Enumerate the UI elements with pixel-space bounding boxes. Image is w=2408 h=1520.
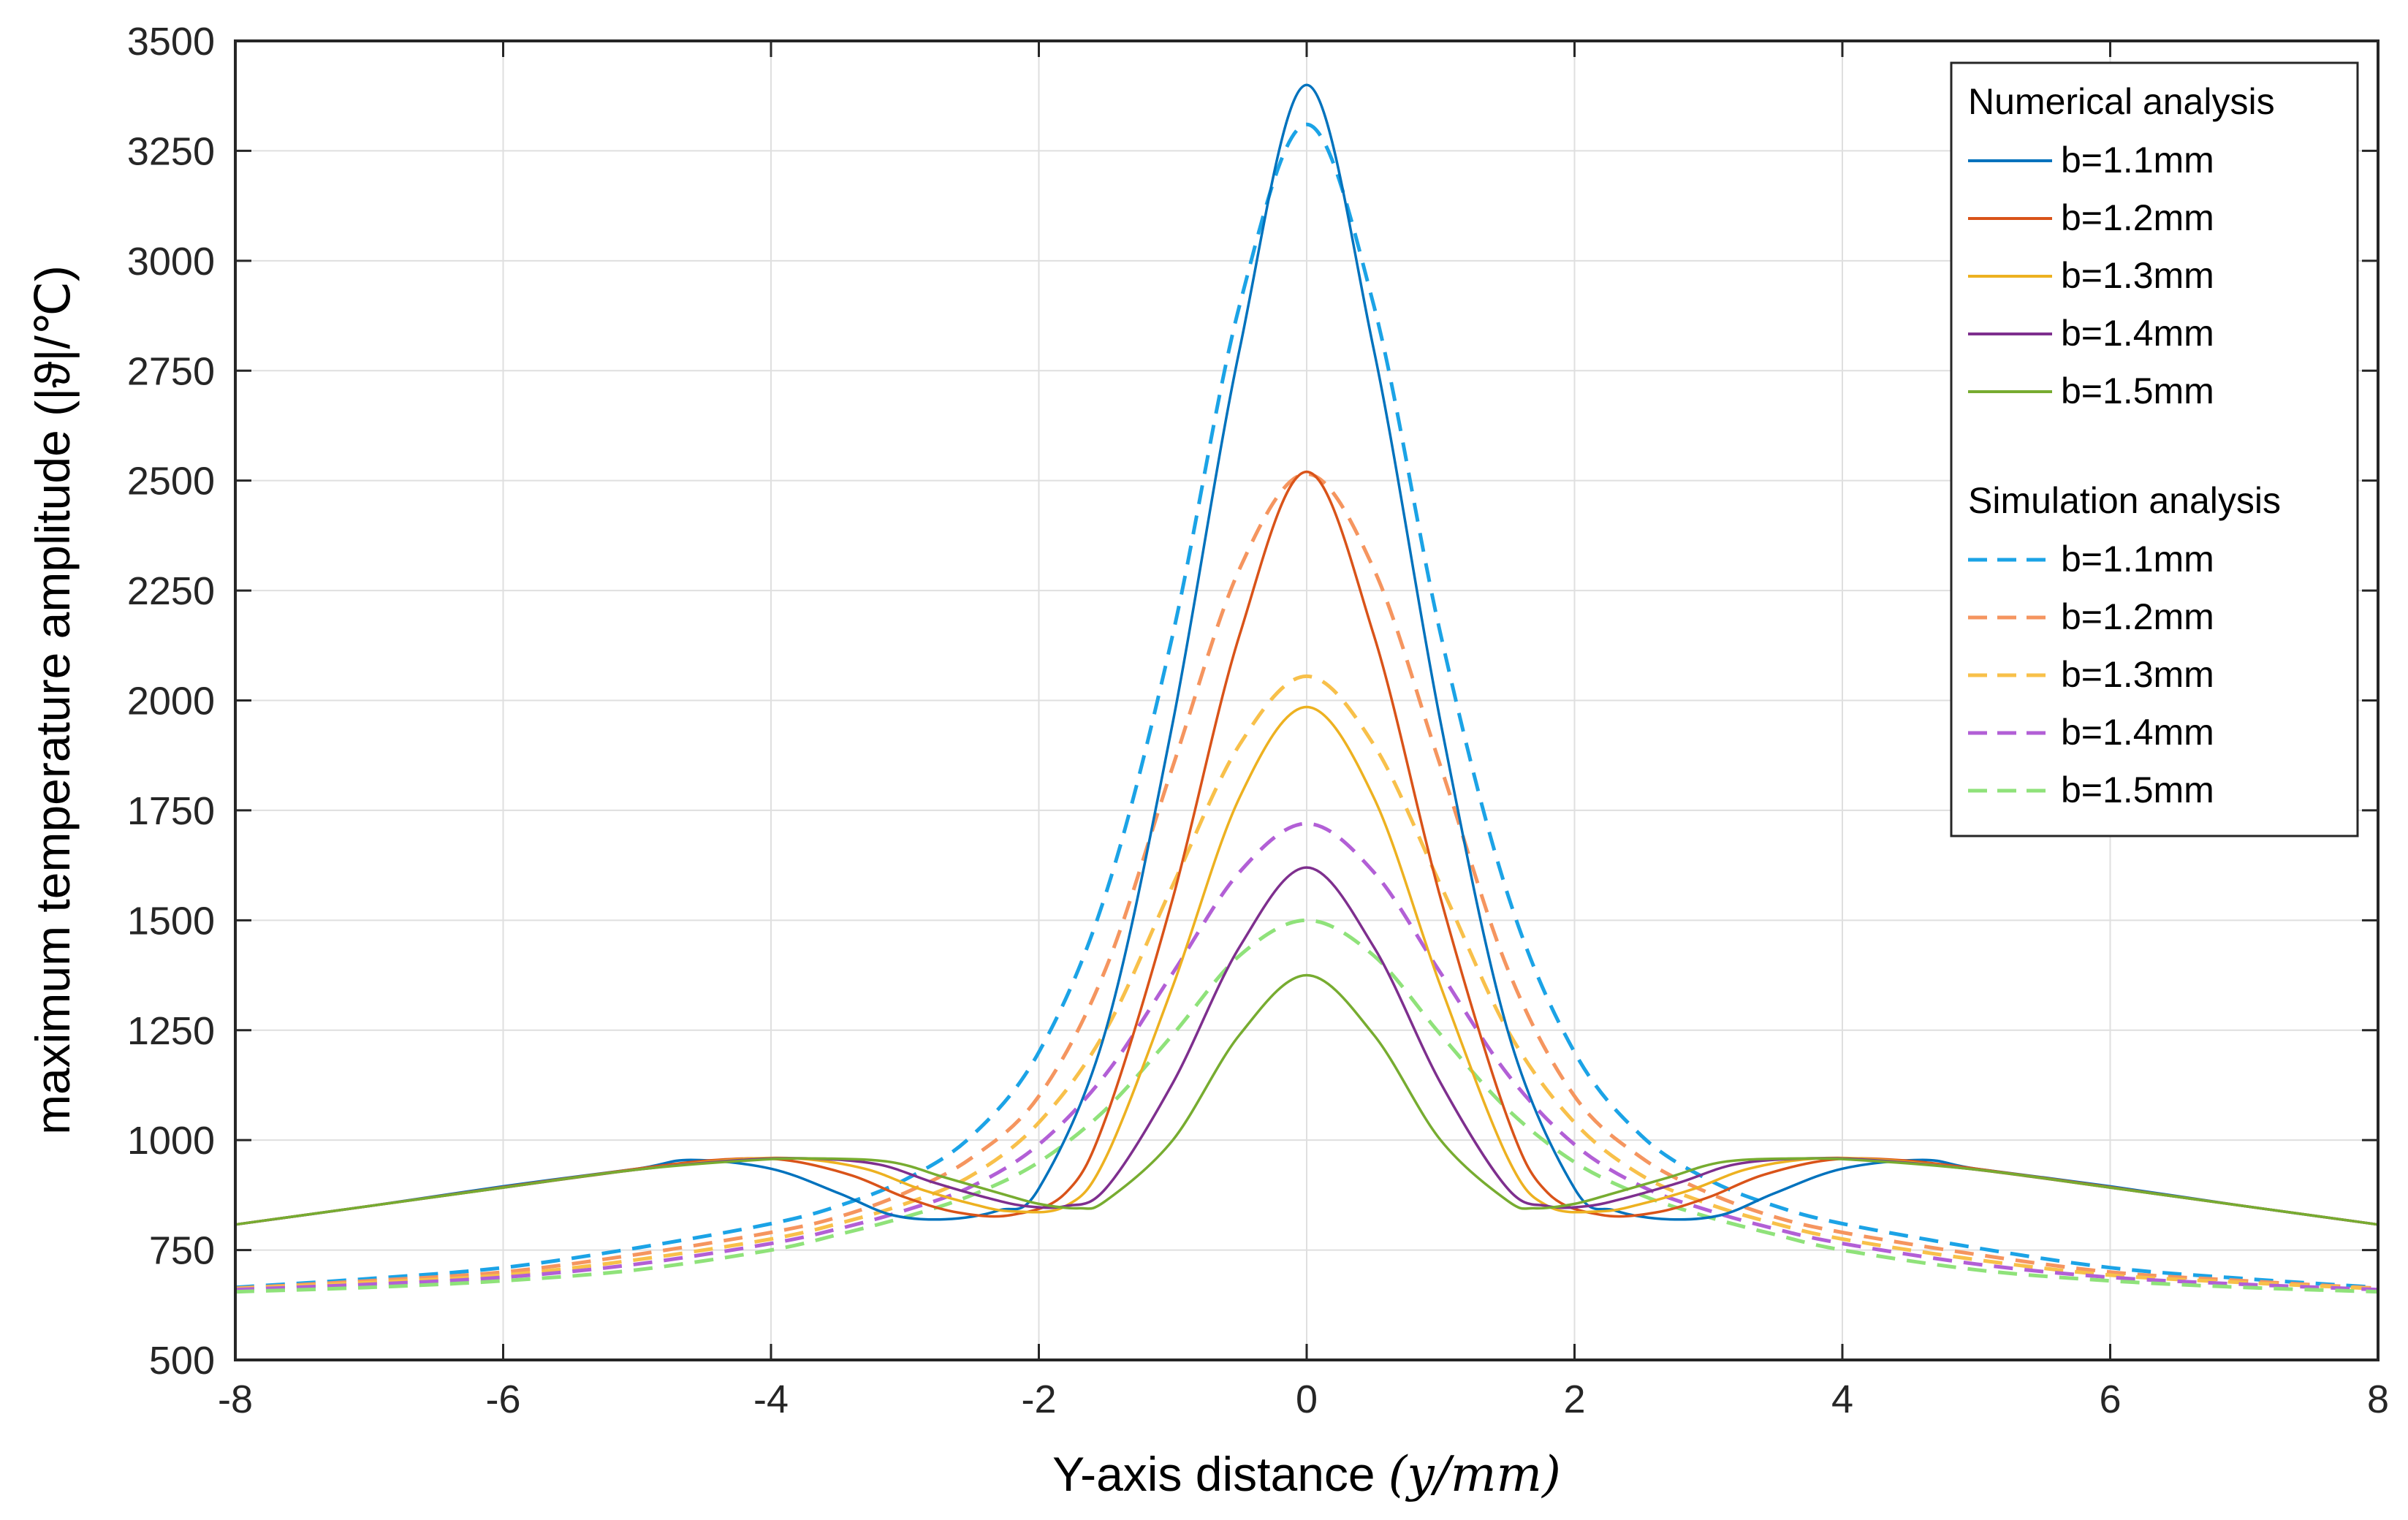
legend-entry-label: b=1.2mm [2061, 596, 2214, 637]
y-axis-ticks: 500 750 1000 1250 1500 1750 2000 2250 2500 2750 30… [127, 20, 2378, 1383]
simulation-series-line-b-1-3mm [235, 674, 2379, 1291]
y-tick-label: 750 [149, 1229, 215, 1273]
x-axis-label-unit: (y/mm) [1389, 1446, 1561, 1502]
x-tick-label: -4 [753, 1378, 789, 1421]
legend-group-title-simulation: Simulation analysis [1968, 480, 2281, 521]
y-tick-label: 500 [149, 1339, 215, 1383]
x-axis-label: Y-axis distance (y/mm) [1052, 1446, 1561, 1502]
y-tick-label: 1500 [127, 899, 215, 943]
x-tick-label: -2 [1021, 1378, 1056, 1421]
x-tick-label: 4 [1831, 1378, 1853, 1421]
legend-entry-label: b=1.3mm [2061, 255, 2214, 296]
numerical-series-line-b-1-5mm [235, 973, 2379, 1226]
x-axis-ticks: -8 -6 -4 -2 0 2 4 6 8 [218, 41, 2389, 1421]
x-axis-label-text: Y-axis distance [1052, 1447, 1375, 1501]
x-tick-label: 8 [2367, 1378, 2389, 1421]
y-tick-label: 1750 [127, 789, 215, 833]
y-tick-label: 1000 [127, 1119, 215, 1163]
x-tick-label: 0 [1296, 1378, 1318, 1421]
legend-group-title-numerical: Numerical analysis [1968, 81, 2275, 122]
y-axis-label: maximum temperature amplitude (|ϑ|/℃) [26, 265, 80, 1135]
simulation-series-line-b-1-1mm [235, 122, 2379, 1290]
legend-entries: b=1.1mm b=1.2mm b=1.3mm b=1.4mm b=1.5mm b=1.1… [1968, 140, 2214, 810]
series-layer [235, 83, 2379, 1294]
numerical-series-line-b-1-1mm [235, 83, 2379, 1226]
y-tick-label: 3000 [127, 240, 215, 284]
y-tick-label: 2750 [127, 349, 215, 393]
y-tick-label: 1250 [127, 1009, 215, 1053]
x-tick-label: -8 [218, 1378, 253, 1421]
legend-box [1950, 61, 2359, 837]
y-tick-label: 3500 [127, 20, 215, 64]
y-tick-label: 3250 [127, 129, 215, 173]
legend-entry-label: b=1.4mm [2061, 712, 2214, 753]
legend: Numerical analysis Simulation analysis b… [1950, 61, 2359, 837]
y-tick-label: 2000 [127, 680, 215, 723]
legend-entry-label: b=1.4mm [2061, 313, 2214, 354]
y-tick-label: 2250 [127, 569, 215, 613]
legend-entry-label: b=1.5mm [2061, 370, 2214, 411]
x-tick-label: 6 [2099, 1378, 2121, 1421]
legend-entry-label: b=1.3mm [2061, 654, 2214, 695]
legend-entry-label: b=1.1mm [2061, 539, 2214, 580]
legend-entry-label: b=1.5mm [2061, 770, 2214, 810]
y-tick-label: 2500 [127, 460, 215, 503]
simulation-series-line-b-1-2mm [235, 472, 2379, 1291]
x-tick-label: -6 [485, 1378, 520, 1421]
legend-entry-label: b=1.2mm [2061, 197, 2214, 238]
legend-entry-label: b=1.1mm [2061, 140, 2214, 180]
x-tick-label: 2 [1563, 1378, 1585, 1421]
simulation-series-line-b-1-5mm [235, 918, 2379, 1294]
